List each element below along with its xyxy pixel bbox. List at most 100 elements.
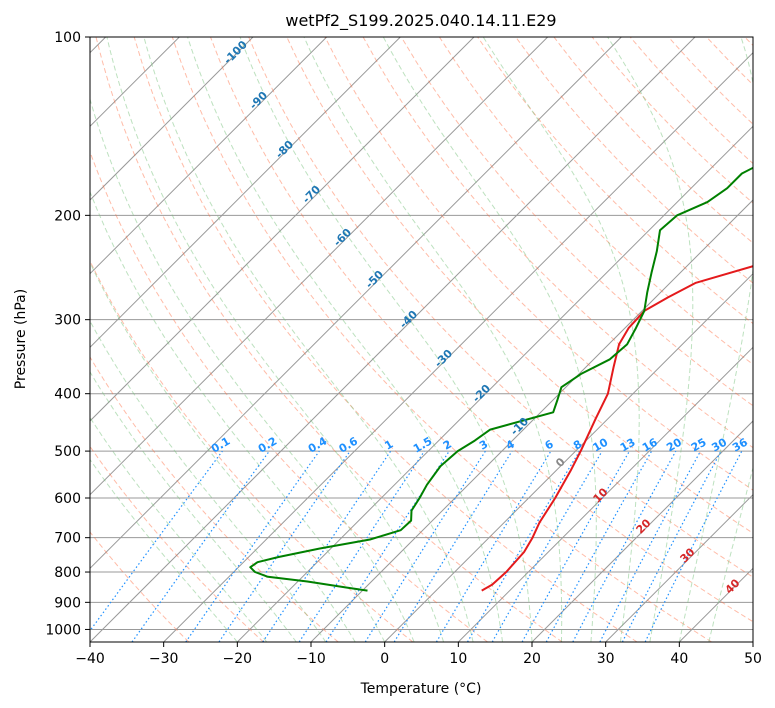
y-axis: 100 200 300 400 500 600 700 800 900 1000 (45, 30, 90, 638)
x-tick-label: −30 (149, 651, 179, 667)
isotherm (457, 346, 753, 642)
mixing-ratio-line (218, 450, 351, 642)
mixing-ratio-line (131, 450, 270, 642)
moist-adiabat (303, 37, 563, 642)
mixing-ratio-line (521, 450, 631, 642)
isotherm (531, 420, 753, 642)
mixing-ratio-line (90, 450, 223, 632)
moist-adiabat (678, 37, 753, 642)
isotherm (90, 37, 549, 496)
mixing-ratio-label: 2 (441, 438, 454, 453)
y-tick-label: 900 (54, 595, 81, 611)
moist-adiabat-label: 40 (723, 576, 743, 596)
mixing-ratio-line (325, 450, 450, 642)
dry-adiabat-label: -70 (300, 183, 323, 206)
mixing-ratio-line (644, 450, 743, 642)
y-tick-label: 600 (54, 491, 81, 507)
mixing-ratio-line (298, 450, 425, 642)
isotherm (90, 37, 401, 349)
isotherm (163, 51, 753, 642)
y-tick-label: 200 (54, 208, 81, 224)
isotherm (236, 125, 753, 642)
dry-adiabat-label: -60 (331, 226, 354, 249)
dry-adiabat-label: -30 (432, 347, 455, 370)
mixing-ratio-label: 36 (730, 435, 750, 454)
y-tick-label: 1000 (45, 622, 81, 638)
y-tick-label: 500 (54, 444, 81, 460)
dry-adiabat (95, 37, 563, 642)
mixing-ratio-line (262, 450, 392, 642)
dewpoint-line (249, 166, 753, 592)
temperature-line (481, 265, 753, 592)
dry-adiabat (90, 259, 414, 642)
mixing-ratio-label: 6 (543, 437, 556, 452)
x-tick-label: 30 (597, 651, 615, 667)
dry-adiabat (133, 37, 638, 642)
moist-adiabat-label: 10 (591, 485, 611, 505)
plot-frame (89, 36, 754, 643)
isotherm (90, 37, 475, 422)
moist-adiabat (106, 37, 445, 642)
mixing-ratio-label: 16 (640, 435, 660, 454)
moist-adiabat-label: 30 (678, 545, 698, 565)
x-axis: −40 −30 −20 −10 0 10 20 30 40 50 (75, 642, 762, 667)
mixing-ratio-label: 0.1 (209, 435, 232, 456)
dry-adiabat-label: -10 (508, 415, 531, 438)
profile-lines (249, 166, 753, 592)
dry-adiabat (362, 37, 753, 449)
moist-adiabat (90, 190, 386, 642)
mixing-ratio-label: 1.5 (411, 435, 434, 456)
mixing-ratio-line (466, 450, 580, 642)
moist-adiabat (90, 458, 238, 642)
moist-adiabat-label: 20 (634, 516, 654, 536)
isotherm (605, 493, 753, 642)
mixing-ratio-label: 0.4 (306, 434, 330, 455)
dry-adiabat-label: -90 (247, 89, 270, 112)
mixing-ratio-label: 25 (689, 436, 709, 455)
dry-adiabat (706, 37, 753, 86)
dry-adiabat (90, 356, 339, 642)
y-tick-label: 700 (54, 531, 81, 547)
moist-adiabat (382, 37, 597, 642)
moist-adiabat (482, 37, 640, 642)
moist-adiabat (90, 416, 268, 642)
x-tick-label: 50 (744, 651, 762, 667)
mixing-ratio-label: 10 (591, 435, 611, 454)
dry-adiabat (90, 150, 488, 642)
dry-adiabat-label: -50 (363, 268, 386, 291)
x-tick-label: 40 (670, 651, 688, 667)
y-tick-label: 400 (54, 387, 81, 403)
mixing-ratio-line (185, 450, 320, 642)
dry-adiabat (400, 37, 753, 407)
isotherm (752, 641, 753, 642)
moist-adiabat (239, 37, 533, 642)
mixing-ratio-line (572, 450, 677, 642)
dry-adiabat (744, 37, 753, 47)
dry-adiabat (515, 37, 753, 284)
moist-adiabat (90, 320, 327, 642)
dry-adiabat (90, 531, 190, 642)
mixing-ratio-label: 30 (709, 435, 729, 454)
dry-adiabat-label: -40 (397, 308, 420, 331)
dry-adiabat (171, 37, 712, 642)
line-labels: 0.1 0.2 0.4 0.6 1 1.5 2 3 4 6 8 10 13 16 20 25 30 36-100-… (209, 38, 750, 597)
x-tick-label: 10 (449, 651, 467, 667)
x-tick-label: 0 (380, 651, 389, 667)
y-tick-label: 100 (54, 30, 81, 46)
moist-adiabat-label: 0 (553, 455, 568, 470)
moist-adiabat (708, 466, 753, 642)
isotherm (310, 199, 753, 642)
y-tick-label: 300 (54, 313, 81, 329)
background-lines (90, 37, 753, 642)
x-axis-label: Temperature (°C) (360, 681, 482, 697)
mixing-ratio-line (599, 450, 702, 642)
mixing-ratio-label: 0.6 (337, 434, 361, 455)
moist-adiabat (143, 37, 474, 642)
isotherm (90, 37, 254, 201)
dry-adiabat (248, 37, 753, 578)
x-tick-label: −40 (75, 651, 105, 667)
x-tick-label: −10 (296, 651, 326, 667)
chart-title: wetPf2_S199.2025.040.14.11.E29 (285, 11, 556, 31)
isotherm (90, 37, 328, 275)
